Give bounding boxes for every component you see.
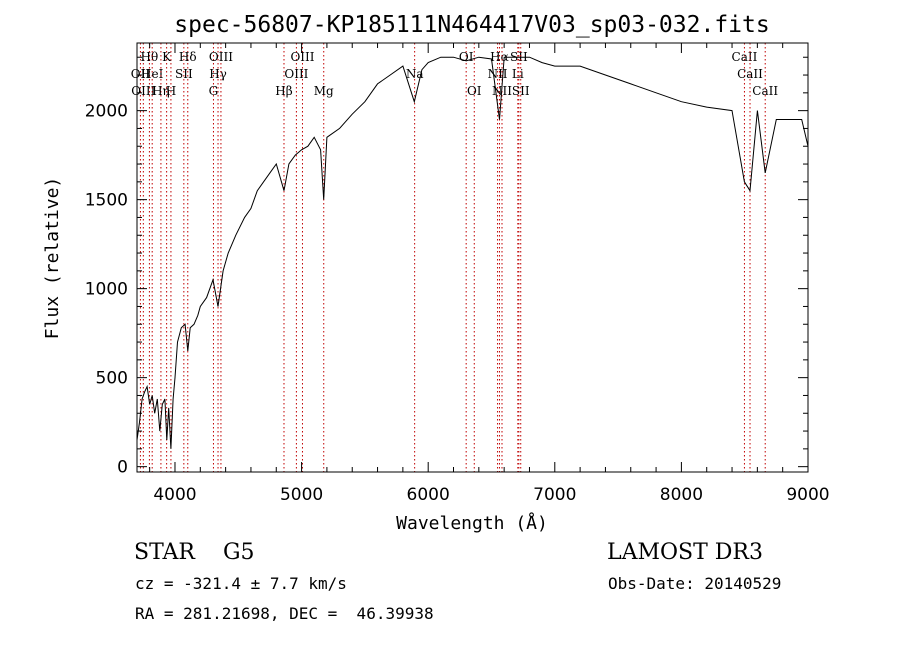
- x-tick-label: 7000: [533, 485, 576, 505]
- x-tick-label: 5000: [280, 485, 323, 505]
- line-marker-label: Hδ: [179, 50, 197, 64]
- observation-date: Obs-Date: 20140529: [608, 574, 782, 593]
- line-marker-label: H: [166, 84, 176, 98]
- y-tick-label: 2000: [85, 102, 128, 122]
- x-tick-label: 9000: [786, 485, 829, 505]
- x-tick-label: 4000: [153, 485, 196, 505]
- spectral-class: STAR G5: [134, 540, 255, 565]
- line-marker-label: OIII: [284, 67, 308, 81]
- line-marker-label: Hβ: [275, 84, 292, 98]
- line-marker-label: OI: [459, 50, 474, 64]
- line-marker-label: Hθ: [141, 50, 159, 64]
- x-axis-label: Wavelength (Å): [396, 512, 548, 534]
- line-marker-label: OI: [467, 84, 482, 98]
- line-marker-label: CaII: [752, 84, 778, 98]
- line-marker-label: Na: [406, 67, 424, 81]
- line-marker-label: OIII: [290, 50, 314, 64]
- chart-title: spec-56807-KP185111N464417V03_sp03-032.f…: [174, 12, 769, 38]
- line-marker-label: SII: [175, 67, 193, 81]
- line-marker-label: NII: [488, 67, 508, 81]
- line-marker-label: K: [162, 50, 172, 64]
- x-tick-label: 6000: [407, 485, 450, 505]
- coordinates: RA = 281.21698, DEC = 46.39938: [135, 604, 434, 623]
- plot-frame: [136, 42, 809, 473]
- spectrum-line: [136, 56, 809, 449]
- line-marker-label: Li: [512, 67, 524, 81]
- line-markers: OIIOIIIHθHeIHηKHSIIHδGHγOIIIHβOIIIOIIIMg…: [131, 43, 778, 472]
- line-marker-label: Hη: [152, 84, 170, 98]
- line-marker-label: SII: [512, 84, 530, 98]
- y-tick-label: 1000: [85, 280, 128, 300]
- axis-ticks: 4000 5000 6000 7000 8000 9000 0 500 1000 1500 2000: [85, 43, 830, 505]
- line-marker-label: Mg: [314, 84, 334, 98]
- y-tick-label: 0: [117, 458, 128, 478]
- survey-name: LAMOST DR3: [607, 540, 763, 565]
- line-marker-label: OII: [131, 67, 151, 81]
- line-marker-label: G: [209, 84, 219, 98]
- line-marker-label: HeI: [141, 67, 164, 81]
- line-marker-label: CaII: [732, 50, 758, 64]
- redshift-value: cz = -321.4 ± 7.7 km/s: [135, 574, 347, 593]
- x-tick-label: 8000: [660, 485, 703, 505]
- y-tick-label: 1500: [85, 191, 128, 211]
- line-marker-label: Hγ: [209, 67, 227, 81]
- series-layer: [136, 56, 809, 449]
- line-marker-label: OIII: [209, 50, 233, 64]
- y-axis-label: Flux (relative): [42, 177, 63, 340]
- y-tick-label: 500: [96, 369, 128, 389]
- line-marker-label: CaII: [737, 67, 763, 81]
